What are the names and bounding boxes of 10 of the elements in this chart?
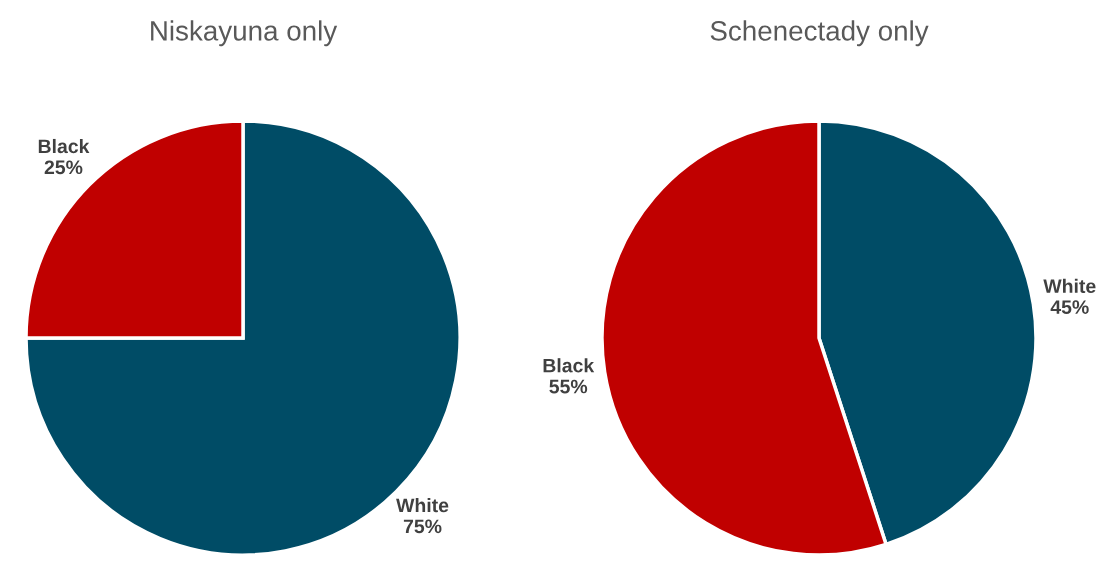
data-label: 25% bbox=[44, 160, 83, 175]
slice-label: White bbox=[396, 497, 449, 513]
data-label: 75% bbox=[403, 519, 442, 534]
slice-label: Black bbox=[38, 138, 90, 154]
chart-title: Schenectady only bbox=[710, 20, 929, 47]
chart-title: Niskayuna only bbox=[151, 20, 338, 47]
data-label: 45% bbox=[1050, 300, 1089, 314]
data-label: 55% bbox=[549, 379, 588, 394]
slice-label: White bbox=[1043, 278, 1096, 294]
slice-label: Black bbox=[543, 358, 595, 373]
